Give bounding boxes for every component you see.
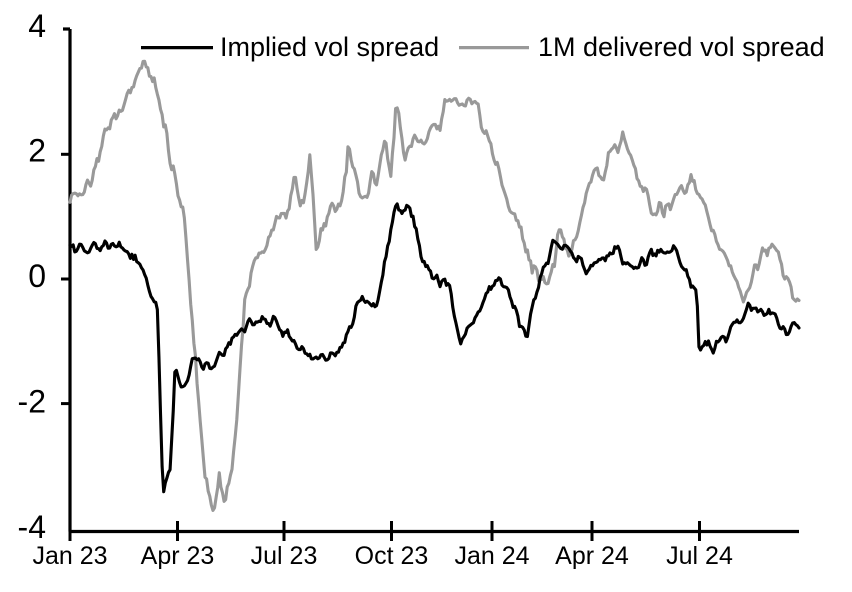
svg-text:Implied vol spread: Implied vol spread	[220, 32, 439, 62]
svg-text:Jul 23: Jul 23	[251, 542, 318, 570]
svg-text:4: 4	[28, 8, 46, 44]
svg-text:Apr 24: Apr 24	[555, 542, 629, 570]
svg-text:Jan 23: Jan 23	[32, 542, 107, 570]
svg-text:Jan 24: Jan 24	[454, 542, 529, 570]
svg-text:Apr 23: Apr 23	[141, 542, 215, 570]
svg-text:Jul 24: Jul 24	[666, 542, 733, 570]
svg-text:-4: -4	[18, 509, 46, 545]
svg-text:0: 0	[28, 258, 46, 294]
svg-text:1M delivered vol spread: 1M delivered vol spread	[538, 32, 825, 62]
svg-text:Oct 23: Oct 23	[355, 542, 429, 570]
svg-text:-2: -2	[18, 383, 46, 419]
svg-text:2: 2	[28, 133, 46, 169]
